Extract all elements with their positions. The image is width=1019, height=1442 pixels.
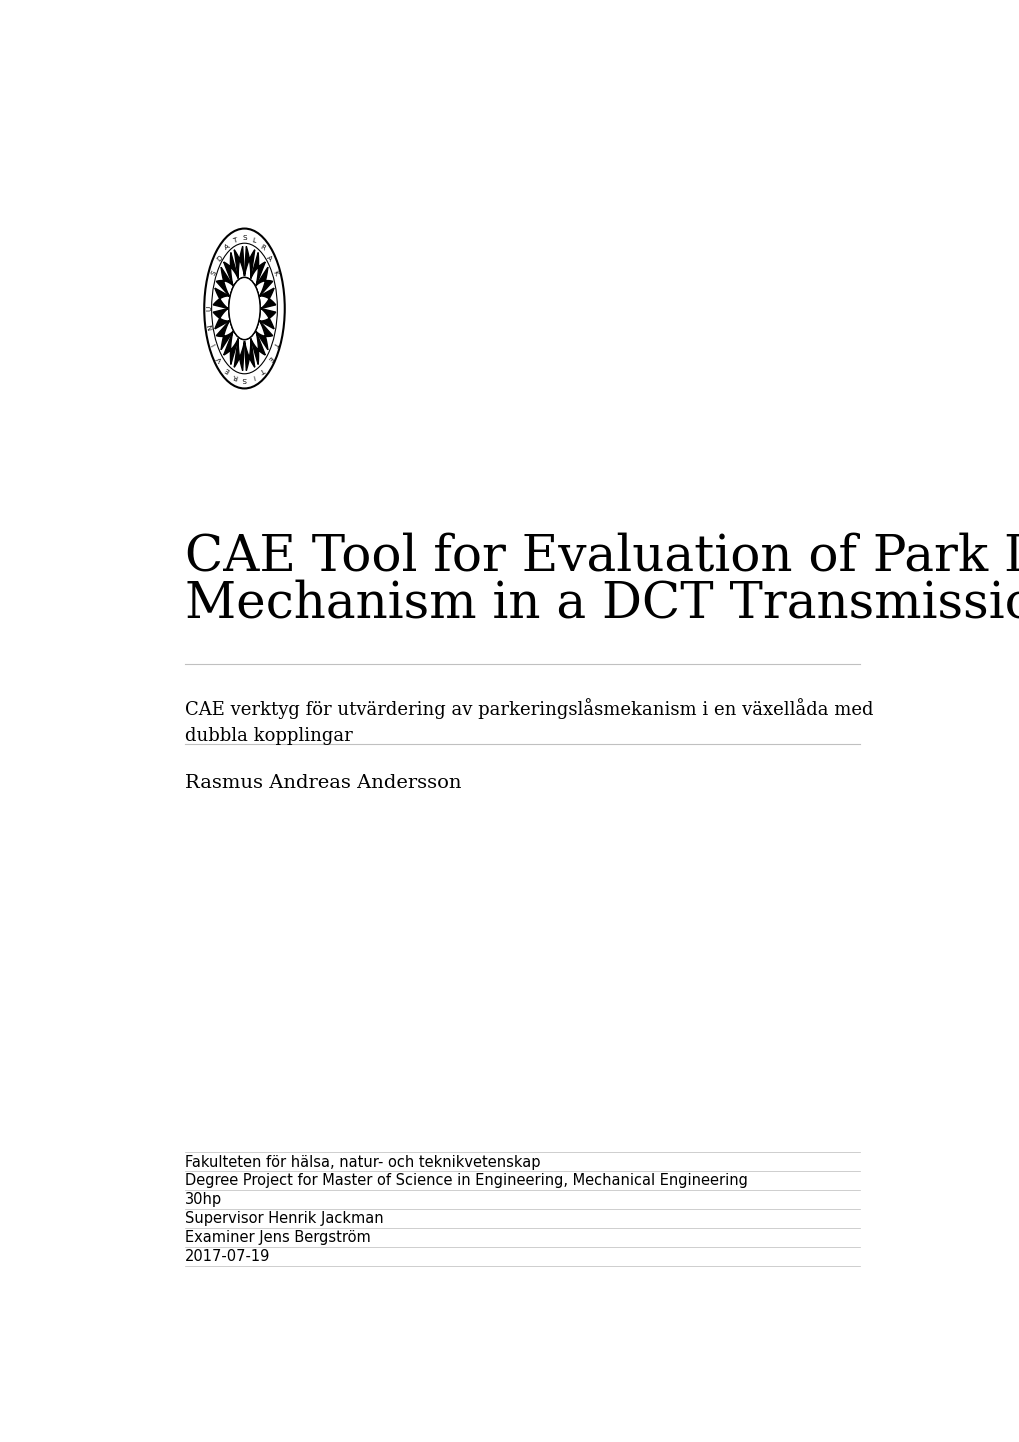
Text: R: R [258,244,266,251]
Text: L: L [251,236,256,244]
Polygon shape [256,322,272,350]
Polygon shape [216,267,232,296]
Text: I: I [252,373,255,379]
Polygon shape [251,332,265,365]
Text: T: T [271,340,278,348]
Text: Mechanism in a DCT Transmission: Mechanism in a DCT Transmission [185,578,1019,629]
Polygon shape [234,247,245,278]
Text: K: K [271,270,279,277]
Text: Examiner Jens Bergström: Examiner Jens Bergström [185,1230,371,1244]
Text: Degree Project for Master of Science in Engineering, Mechanical Engineering: Degree Project for Master of Science in … [185,1174,747,1188]
Ellipse shape [228,277,260,339]
Polygon shape [260,288,275,309]
Text: D: D [215,255,223,262]
Polygon shape [245,247,255,278]
Text: Fakulteten för hälsa, natur- och teknikvetenskap: Fakulteten för hälsa, natur- och teknikv… [185,1155,540,1169]
Text: 30hp: 30hp [185,1193,222,1207]
Polygon shape [234,339,245,371]
Text: S: S [210,270,217,277]
Text: CAE verktyg för utvärdering av parkeringslåsmekanism i en växellåda med
dubbla k: CAE verktyg för utvärdering av parkering… [185,698,873,746]
Text: U: U [206,306,212,311]
Polygon shape [245,339,255,371]
Text: E: E [266,355,273,362]
Text: E: E [223,366,230,373]
Text: Rasmus Andreas Andersson: Rasmus Andreas Andersson [185,774,462,792]
Text: N: N [207,323,214,330]
Text: Supervisor Henrik Jackman: Supervisor Henrik Jackman [185,1211,383,1226]
Polygon shape [213,309,229,329]
Polygon shape [260,309,275,329]
Ellipse shape [228,277,260,339]
Polygon shape [251,252,265,286]
Polygon shape [256,267,272,296]
Polygon shape [223,332,238,365]
Polygon shape [223,252,238,286]
Text: T: T [259,366,265,373]
Polygon shape [216,322,232,350]
Text: A: A [265,255,273,262]
Text: T: T [232,236,238,244]
Text: V: V [215,355,223,362]
Text: S: S [242,235,247,241]
Polygon shape [213,288,229,309]
Text: A: A [223,244,230,251]
Text: I: I [211,342,217,346]
Text: S: S [242,376,247,382]
Text: CAE Tool for Evaluation of Park Lock: CAE Tool for Evaluation of Park Lock [185,532,1019,581]
Text: R: R [232,373,238,381]
Text: 2017-07-19: 2017-07-19 [185,1249,270,1265]
